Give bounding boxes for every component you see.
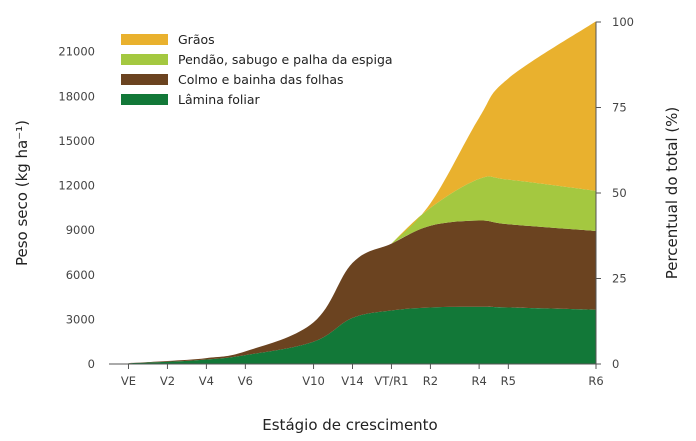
area-pendao-sabugo-e-palha-da-espiga — [391, 176, 596, 244]
legend-label: Lâmina foliar — [178, 92, 260, 107]
y2-tick-label: 50 — [612, 186, 627, 200]
legend-label: Grãos — [178, 32, 215, 47]
x-tick-label: V14 — [341, 374, 364, 388]
legend-swatch — [121, 94, 168, 105]
x-tick-label: R6 — [588, 374, 603, 388]
y-axis-ticks: 0 3000 6000 9000 12000 15000 18000 21000 — [58, 45, 95, 371]
x-tick-label: VE — [121, 374, 136, 388]
legend-swatch — [121, 34, 168, 45]
y2-axis-ticks: 0 25 50 75 100 — [596, 15, 634, 371]
y-tick-label: 9000 — [66, 223, 95, 237]
y2-tick-label: 25 — [612, 272, 627, 286]
x-tick-label: V2 — [160, 374, 175, 388]
area-graos — [391, 21, 596, 244]
x-tick-label: R5 — [501, 374, 516, 388]
y-tick-label: 21000 — [58, 45, 95, 59]
x-tick-label: V10 — [302, 374, 325, 388]
x-axis-ticks: VE V2 V4 V6 V10 V14 VT/R1 R2 R4 R5 R6 — [121, 364, 604, 388]
y-tick-label: 0 — [88, 357, 95, 371]
x-tick-label: V4 — [199, 374, 214, 388]
x-tick-label: VT/R1 — [374, 374, 408, 388]
legend-label: Pendão, sabugo e palha da espiga — [178, 52, 393, 67]
y-tick-label: 15000 — [58, 134, 95, 148]
x-axis-title: Estágio de crescimento — [262, 416, 437, 434]
x-tick-label: R4 — [471, 374, 486, 388]
x-tick-label: R2 — [423, 374, 438, 388]
area-colmo-e-bainha-das-folhas — [128, 220, 596, 364]
y-tick-label: 18000 — [58, 89, 95, 103]
y-tick-label: 3000 — [66, 312, 95, 326]
legend-swatch — [121, 74, 168, 85]
stacked-areas — [128, 21, 596, 364]
y-tick-label: 12000 — [58, 179, 95, 193]
y-tick-label: 6000 — [66, 268, 95, 282]
y2-tick-label: 75 — [612, 101, 627, 115]
area-lamina-foliar — [128, 306, 596, 364]
y2-tick-label: 100 — [612, 15, 634, 29]
x-tick-label: V6 — [238, 374, 253, 388]
y2-tick-label: 0 — [612, 357, 619, 371]
legend-swatch — [121, 54, 168, 65]
legend: Grãos Pendão, sabugo e palha da espiga Col… — [121, 32, 393, 107]
y-axis-title: Peso seco (kg ha⁻¹) — [13, 120, 31, 266]
y2-axis-title: Percentual do total (%) — [663, 107, 681, 280]
legend-label: Colmo e bainha das folhas — [178, 72, 344, 87]
